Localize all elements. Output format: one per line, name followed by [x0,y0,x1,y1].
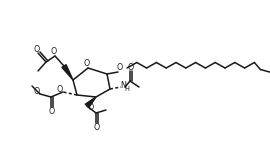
Polygon shape [85,97,96,108]
Text: O: O [88,103,94,112]
Text: O: O [94,123,100,132]
Text: O: O [34,87,40,96]
Polygon shape [62,65,73,80]
Text: O: O [34,45,40,54]
Text: N: N [120,81,126,90]
Text: O: O [128,63,134,72]
Text: O: O [84,60,90,69]
Text: H: H [124,86,129,92]
Text: O: O [49,106,55,116]
Text: O: O [51,48,57,57]
Text: O: O [57,84,63,93]
Text: O: O [117,63,123,72]
